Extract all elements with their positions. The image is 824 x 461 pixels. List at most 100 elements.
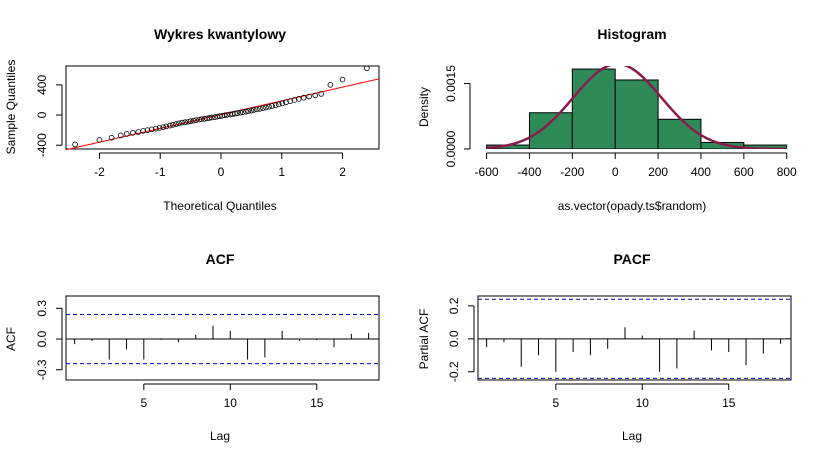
- qq-x-tick-label: -1: [155, 165, 166, 179]
- pacf-x-tick-label: 15: [722, 396, 736, 410]
- histogram-x-tick-label: -200: [560, 165, 584, 179]
- qq-point: [72, 141, 78, 148]
- qq-point: [232, 110, 238, 117]
- acf-xlabel: Lag: [210, 429, 230, 443]
- qq-point: [257, 105, 263, 112]
- acf-y-tick-label: 0.0: [35, 330, 49, 347]
- histogram-xlabel: as.vector(opady.ts$random): [558, 199, 707, 213]
- qq-plot-xlabel: Theoretical Quantiles: [163, 199, 276, 213]
- qq-point: [279, 100, 286, 107]
- histogram-density-curve: [486, 66, 787, 149]
- qq-point: [123, 131, 130, 137]
- acf-x-tick-label: 5: [140, 396, 147, 410]
- qq-point: [272, 102, 279, 109]
- histogram-x-tick-label: -400: [517, 165, 541, 179]
- qq-point: [260, 105, 266, 111]
- qq-point: [327, 82, 334, 88]
- qq-x-tick-label: 0: [218, 165, 225, 179]
- qq-point: [245, 108, 252, 114]
- histogram-title: Histogram: [597, 26, 666, 42]
- acf-ylabel: ACF: [4, 327, 18, 351]
- qq-point: [160, 124, 167, 130]
- histogram-panel: Histogram as.vector(opady.ts$random) Den…: [417, 26, 797, 213]
- pacf-panel: PACF Lag Partial ACF 5 10 15 -0.2 0.0 0.2: [417, 251, 792, 443]
- qq-point: [221, 112, 228, 119]
- qq-point: [130, 129, 136, 136]
- qq-point: [237, 109, 244, 116]
- qq-point: [275, 101, 282, 108]
- qq-point: [312, 92, 318, 99]
- qq-point: [300, 94, 307, 101]
- qq-plot-panel: Wykres kwantylowy Theoretical Quantiles …: [4, 26, 380, 213]
- qq-point: [269, 103, 275, 109]
- qq-point: [163, 123, 170, 130]
- acf-title: ACF: [206, 251, 235, 267]
- qq-point: [108, 134, 115, 141]
- pacf-title: PACF: [613, 251, 651, 267]
- qq-point: [96, 137, 103, 143]
- qq-point: [179, 119, 185, 126]
- histogram-bar: [528, 112, 573, 149]
- acf-x-tick-label: 10: [224, 396, 238, 410]
- qq-point: [306, 93, 312, 100]
- histogram-x-tick-label: 400: [691, 165, 711, 179]
- qq-point: [251, 107, 257, 113]
- qq-point: [196, 116, 202, 123]
- histogram-x-tick-label: 0: [612, 165, 619, 179]
- acf-panel: ACF Lag ACF 5 10 15 -0.3 0.0 0.3: [4, 251, 380, 443]
- qq-point: [173, 121, 179, 127]
- qq-point: [144, 127, 151, 133]
- histogram-y-tick-label: 0.0015: [444, 65, 458, 102]
- qq-point: [185, 118, 191, 125]
- qq-point: [156, 125, 163, 131]
- pacf-y-tick-label: -0.2: [447, 361, 461, 382]
- qq-point: [117, 132, 124, 139]
- pacf-xlabel: Lag: [622, 429, 642, 443]
- qq-point: [182, 119, 188, 126]
- acf-x-tick-label: 15: [310, 396, 324, 410]
- histogram-x-tick-label: 600: [734, 165, 754, 179]
- acf-plot-frame: [65, 295, 380, 381]
- pacf-x-tick-label: 5: [552, 396, 559, 410]
- qq-x-tick-label: 1: [278, 165, 285, 179]
- pacf-plot-frame: [477, 295, 792, 381]
- histogram-x-tick-label: 200: [648, 165, 668, 179]
- qq-point: [187, 118, 194, 125]
- histogram-bar: [571, 68, 616, 149]
- histogram-bars: [486, 66, 788, 149]
- qq-point: [153, 125, 159, 132]
- qq-point: [206, 115, 213, 121]
- qq-point: [148, 126, 155, 133]
- pacf-y-tick-label: 0.2: [447, 297, 461, 314]
- histogram-x-tick-label: -600: [475, 165, 499, 179]
- qq-point: [243, 108, 249, 115]
- qq-point: [266, 103, 272, 110]
- qq-point: [190, 117, 197, 124]
- pacf-y-tick-label: 0.0: [447, 330, 461, 347]
- qq-point: [170, 122, 176, 128]
- qq-point: [167, 122, 173, 129]
- acf-y-tick-label: -0.3: [35, 359, 49, 380]
- qq-x-tick-label: 2: [339, 165, 346, 179]
- qq-point: [176, 120, 182, 127]
- qq-plot-frame: [65, 65, 380, 150]
- qq-point: [318, 91, 325, 97]
- qq-point: [234, 110, 241, 116]
- pacf-ylabel: Partial ACF: [417, 309, 431, 370]
- qq-point: [263, 104, 269, 111]
- pacf-x-tick-label: 10: [636, 396, 650, 410]
- histogram-ylabel: Density: [417, 87, 431, 127]
- histogram-x-tick-label: 800: [777, 165, 797, 179]
- histogram-y-tick-label: 0.0000: [444, 130, 458, 167]
- histogram-bar: [657, 118, 702, 149]
- qq-plot-ylabel: Sample Quantiles: [4, 60, 18, 155]
- qq-point: [248, 107, 255, 114]
- qq-point: [209, 114, 215, 121]
- qq-point: [364, 65, 370, 72]
- qq-point: [254, 106, 260, 113]
- qq-point: [224, 112, 230, 118]
- qq-point: [193, 117, 199, 123]
- qq-point: [198, 116, 205, 122]
- qq-y-tick-label: 400: [35, 75, 49, 95]
